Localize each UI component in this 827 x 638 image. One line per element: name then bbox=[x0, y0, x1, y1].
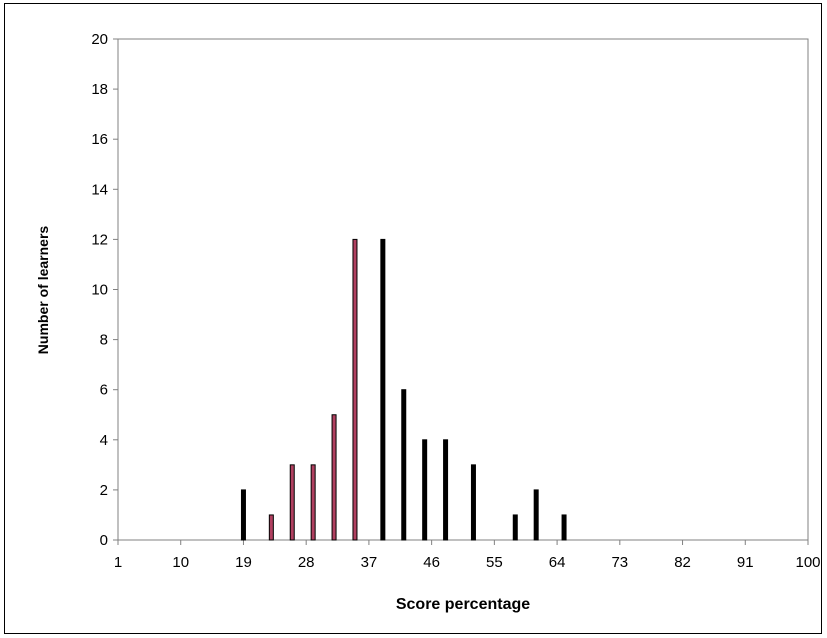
bar-score-35 bbox=[352, 238, 358, 541]
y-axis-title: Number of learners bbox=[35, 226, 51, 355]
x-tick-label: 100 bbox=[795, 554, 820, 571]
x-tick-label: 64 bbox=[549, 554, 566, 571]
x-axis-title: Score percentage bbox=[396, 596, 530, 613]
y-tick-label: 12 bbox=[91, 231, 108, 248]
x-tick-label: 37 bbox=[361, 554, 378, 571]
x-tick-label: 1 bbox=[114, 554, 122, 571]
x-tick-label: 28 bbox=[298, 554, 315, 571]
y-tick-label: 18 bbox=[91, 81, 108, 98]
bar-score-65 bbox=[561, 514, 567, 541]
x-axis: 1 10 19 28 37 46 55 64 73 82 91 100 bbox=[114, 540, 821, 571]
bar-score-52 bbox=[470, 464, 476, 541]
bar-score-48 bbox=[443, 439, 449, 541]
y-tick-label: 14 bbox=[91, 181, 108, 198]
x-tick-label: 91 bbox=[737, 554, 754, 571]
y-tick-label: 4 bbox=[100, 432, 108, 449]
bar-score-29 bbox=[310, 464, 316, 541]
plot-area bbox=[117, 38, 809, 541]
y-tick-label: 16 bbox=[91, 131, 108, 148]
chart-frame bbox=[4, 3, 822, 634]
bar-score-32 bbox=[331, 414, 337, 541]
x-tick-label: 46 bbox=[423, 554, 440, 571]
y-tick-label: 10 bbox=[91, 282, 108, 299]
bar-score-61 bbox=[533, 489, 539, 541]
y-tick-label: 0 bbox=[100, 532, 108, 549]
bar-score-19 bbox=[240, 489, 246, 541]
y-tick-label: 8 bbox=[100, 332, 108, 349]
x-tick-label: 73 bbox=[611, 554, 628, 571]
x-tick-label: 55 bbox=[486, 554, 503, 571]
x-tick-label: 10 bbox=[172, 554, 189, 571]
y-axis: 0 2 4 6 8 10 12 14 16 18 20 bbox=[91, 31, 118, 549]
y-tick-label: 6 bbox=[100, 382, 108, 399]
bars bbox=[240, 238, 567, 541]
y-tick-label: 20 bbox=[91, 31, 108, 48]
bar-score-42 bbox=[401, 389, 407, 541]
x-tick-label: 19 bbox=[235, 554, 252, 571]
bar-score-26 bbox=[289, 464, 295, 541]
bar-score-58 bbox=[512, 514, 518, 541]
bar-score-39 bbox=[380, 238, 386, 541]
bar-score-23 bbox=[268, 514, 274, 541]
y-tick-label: 2 bbox=[100, 482, 108, 499]
bar-score-45 bbox=[422, 439, 428, 541]
x-tick-label: 82 bbox=[674, 554, 691, 571]
